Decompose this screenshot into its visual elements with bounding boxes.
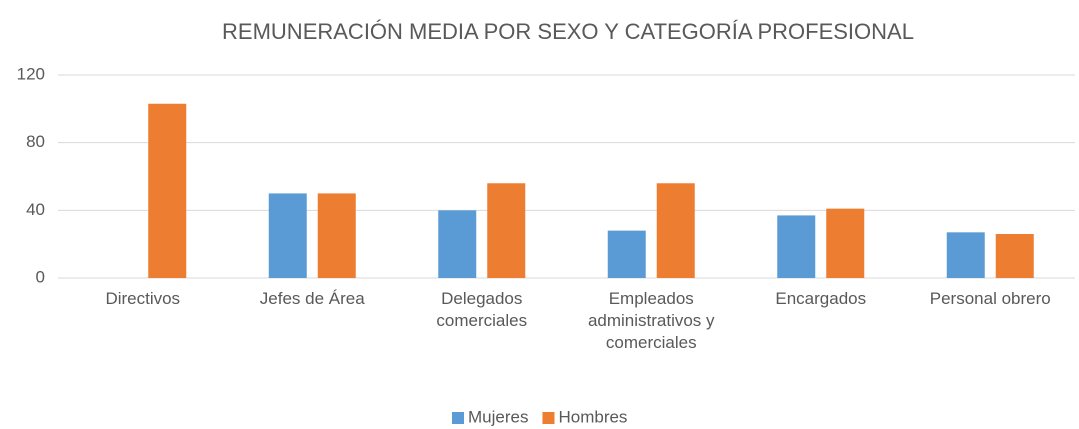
y-tick-label: 0 bbox=[36, 267, 45, 286]
x-tick-label-box: Personal obrero bbox=[929, 289, 1051, 308]
bar bbox=[148, 103, 187, 278]
legend-label: Mujeres bbox=[468, 407, 528, 426]
bar bbox=[438, 210, 477, 278]
y-tick-label: 120 bbox=[17, 64, 45, 83]
legend-label: Hombres bbox=[558, 407, 627, 426]
bar bbox=[826, 208, 865, 278]
bar bbox=[487, 183, 526, 278]
bar bbox=[946, 232, 985, 278]
legend-swatch bbox=[452, 412, 464, 424]
x-tick-label: Delegados comerciales bbox=[436, 289, 528, 330]
bar bbox=[995, 234, 1034, 278]
x-tick-label-box: Encargados bbox=[775, 289, 867, 308]
x-tick-label-box: Empleados administrativos y comerciales bbox=[587, 289, 715, 352]
x-tick-label-box: Delegados comerciales bbox=[436, 289, 528, 330]
legend-swatch bbox=[542, 412, 555, 424]
chart-title: REMUNERACIÓN MEDIA POR SEXO Y CATEGORÍA … bbox=[222, 19, 914, 44]
x-tick-label-box: Directivos bbox=[105, 289, 181, 308]
bar bbox=[268, 193, 307, 278]
bar bbox=[777, 215, 816, 278]
bar bbox=[317, 193, 356, 278]
x-tick-label-box: Jefes de Área bbox=[259, 289, 365, 308]
x-tick-label: Empleados administrativos y comerciales bbox=[587, 289, 715, 352]
y-tick-label: 40 bbox=[26, 200, 45, 219]
x-tick-label: Personal obrero bbox=[929, 289, 1051, 308]
y-tick-label: 80 bbox=[26, 132, 45, 151]
bar bbox=[656, 183, 695, 278]
x-tick-label: Jefes de Área bbox=[259, 289, 365, 308]
x-tick-label: Encargados bbox=[775, 289, 867, 308]
bar bbox=[607, 230, 646, 278]
x-tick-label: Directivos bbox=[105, 289, 181, 308]
